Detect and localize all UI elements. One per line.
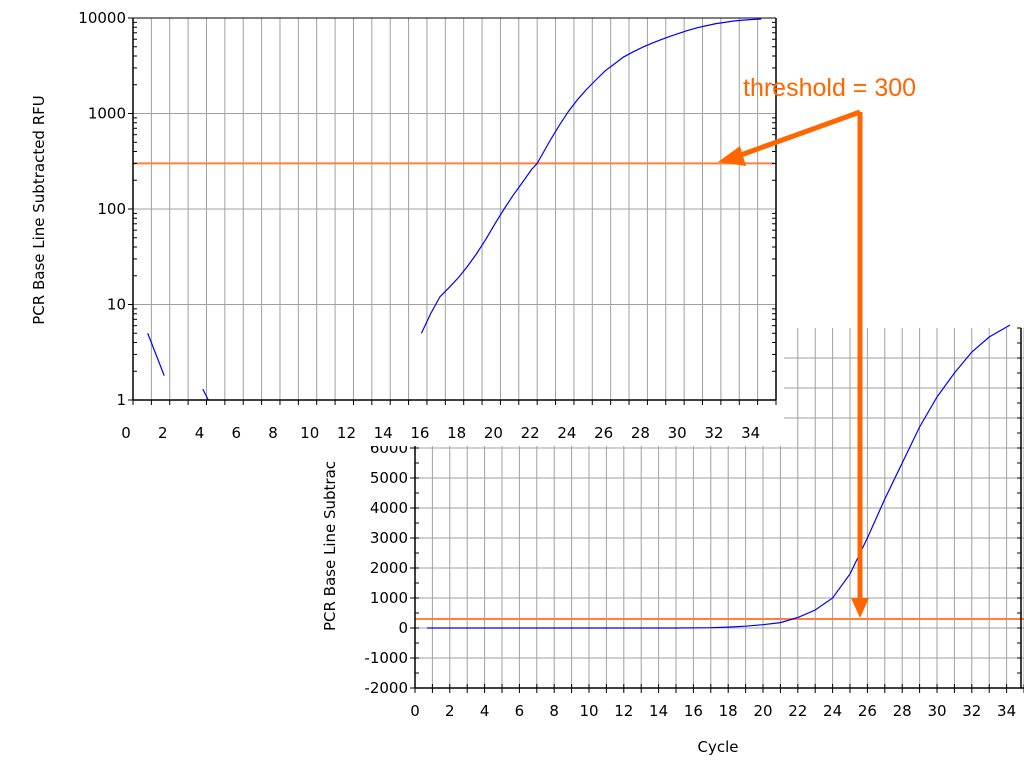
log-x-tick-label: 10 bbox=[300, 424, 319, 442]
log-x-tick-label: 32 bbox=[704, 424, 723, 442]
log-x-tick-label: 2 bbox=[158, 424, 168, 442]
log-x-tick-label: 0 bbox=[121, 424, 131, 442]
linear-x-tick-label: 6 bbox=[515, 702, 525, 720]
linear-x-tick-label: 14 bbox=[649, 702, 668, 720]
threshold-arrow-diagonal bbox=[737, 109, 861, 159]
linear-y-tick-label: 4000 bbox=[370, 499, 408, 517]
threshold-arrows bbox=[718, 109, 869, 618]
linear-x-tick-label: 0 bbox=[410, 702, 420, 720]
log-x-tick-label: 26 bbox=[594, 424, 613, 442]
log-y-tick-label: 10000 bbox=[78, 9, 126, 27]
log-chart-background bbox=[0, 0, 784, 446]
log-x-tick-labels: 0 2 4 6 8 10 12 14 16 18 20 22 24 26 28 30 32 34 bbox=[121, 424, 760, 442]
linear-x-tick-labels: 0 2 4 6 8 10 12 14 16 18 20 22 24 26 28 30 32 34 bbox=[410, 702, 1016, 720]
log-y-tick-labels: 1 10 100 1000 10000 bbox=[78, 9, 126, 409]
log-x-tick-label: 30 bbox=[668, 424, 687, 442]
threshold-annotation: threshold = 300 bbox=[718, 74, 916, 618]
linear-x-tick-label: 30 bbox=[927, 702, 946, 720]
log-curve-segment bbox=[420, 18, 762, 334]
linear-x-tick-label: 34 bbox=[997, 702, 1016, 720]
log-x-tick-label: 22 bbox=[521, 424, 540, 442]
linear-x-tick-label: 26 bbox=[858, 702, 877, 720]
log-y-tick-label: 100 bbox=[97, 200, 126, 218]
linear-x-tick-label: 10 bbox=[579, 702, 598, 720]
linear-x-tick-label: 28 bbox=[893, 702, 912, 720]
log-axes bbox=[128, 17, 777, 405]
log-y-axis-label: PCR Base Line Subtracted RFU bbox=[30, 95, 48, 325]
log-curve-segment bbox=[202, 388, 209, 401]
linear-x-axis-label: Cycle bbox=[698, 738, 739, 756]
linear-y-tick-label: 3000 bbox=[370, 529, 408, 547]
log-x-tick-label: 18 bbox=[447, 424, 466, 442]
log-x-tick-label: 28 bbox=[631, 424, 650, 442]
linear-x-tick-label: 24 bbox=[823, 702, 842, 720]
log-y-tick-label: 10 bbox=[107, 296, 126, 314]
log-grid bbox=[133, 18, 776, 400]
log-x-tick-label: 14 bbox=[374, 424, 393, 442]
log-x-tick-label: 20 bbox=[484, 424, 503, 442]
linear-y-tick-label: 1000 bbox=[370, 589, 408, 607]
log-x-tick-label: 8 bbox=[268, 424, 278, 442]
linear-axes bbox=[410, 327, 1024, 693]
linear-y-tick-label: 2000 bbox=[370, 559, 408, 577]
linear-x-tick-label: 16 bbox=[684, 702, 703, 720]
threshold-annotation-text: threshold = 300 bbox=[743, 74, 916, 102]
log-x-tick-label: 34 bbox=[741, 424, 760, 442]
log-x-tick-label: 12 bbox=[337, 424, 356, 442]
linear-x-tick-label: 2 bbox=[445, 702, 455, 720]
log-x-tick-label: 4 bbox=[195, 424, 205, 442]
linear-y-tick-label: -2000 bbox=[364, 679, 408, 697]
linear-y-tick-label: -1000 bbox=[364, 649, 408, 667]
linear-x-tick-label: 8 bbox=[549, 702, 559, 720]
linear-amplification-curve bbox=[427, 324, 1011, 629]
linear-x-tick-label: 20 bbox=[753, 702, 772, 720]
linear-x-tick-label: 22 bbox=[788, 702, 807, 720]
linear-y-tick-label: 0 bbox=[398, 619, 408, 637]
log-y-tick-label: 1000 bbox=[88, 105, 126, 123]
log-curve-segment bbox=[147, 333, 165, 376]
linear-x-tick-label: 12 bbox=[614, 702, 633, 720]
linear-x-tick-label: 32 bbox=[962, 702, 981, 720]
linear-x-tick-label: 18 bbox=[719, 702, 738, 720]
linear-y-tick-label: 5000 bbox=[370, 469, 408, 487]
linear-y-axis-label: PCR Base Line Subtrac bbox=[321, 461, 339, 631]
arrow-head-vertical bbox=[851, 598, 869, 618]
log-x-tick-label: 24 bbox=[557, 424, 576, 442]
arrow-head-diagonal bbox=[718, 146, 746, 166]
log-x-tick-label: 6 bbox=[231, 424, 241, 442]
log-amplification-curve bbox=[147, 18, 762, 401]
log-y-tick-label: 1 bbox=[116, 391, 126, 409]
log-x-tick-label: 16 bbox=[410, 424, 429, 442]
linear-x-tick-label: 4 bbox=[480, 702, 490, 720]
